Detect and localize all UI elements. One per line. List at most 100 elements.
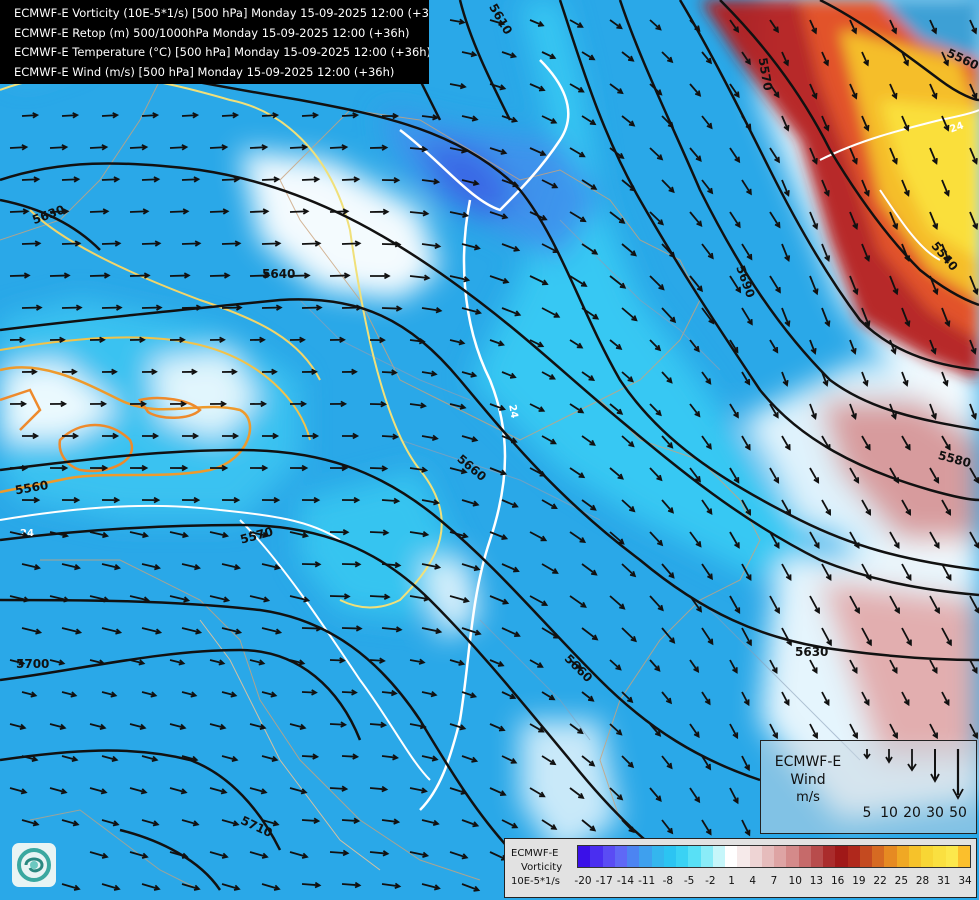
wind-arrow bbox=[969, 723, 978, 740]
wind-arrow bbox=[769, 147, 780, 164]
colorbar-swatch bbox=[700, 846, 713, 867]
wind-arrow bbox=[101, 496, 121, 504]
wind-arrow bbox=[301, 753, 320, 760]
wind-arrow bbox=[889, 19, 898, 35]
wind-arrow bbox=[581, 179, 598, 190]
wind-arrow bbox=[61, 627, 83, 635]
wind-arrow bbox=[769, 83, 780, 99]
wind-arrow bbox=[621, 819, 635, 834]
wind-arrow bbox=[489, 211, 509, 220]
wind-arrow bbox=[729, 211, 741, 229]
wind-arrow bbox=[861, 627, 872, 647]
wind-arrow bbox=[621, 179, 637, 192]
wind-arrow bbox=[261, 563, 281, 571]
wind-arrow bbox=[89, 595, 111, 603]
wind-arrow bbox=[369, 721, 388, 729]
wind-arrow bbox=[341, 240, 362, 247]
wind-arrow bbox=[621, 115, 636, 127]
wind-arrow bbox=[861, 691, 870, 707]
ecmwf-logo bbox=[12, 843, 56, 887]
header-line-temperature: ECMWF-E Temperature (°C) [500 hPa] Monda… bbox=[14, 45, 429, 59]
colorbar-swatch bbox=[712, 846, 725, 867]
wind-arrow bbox=[541, 755, 557, 766]
wind-arrow bbox=[889, 659, 898, 675]
wind-arrow bbox=[701, 371, 712, 385]
wind-arrow bbox=[701, 435, 712, 450]
wind-arrow bbox=[341, 753, 360, 760]
wind-arrow bbox=[769, 211, 781, 229]
wind-arrow bbox=[529, 531, 548, 542]
wind-arrow bbox=[741, 563, 752, 582]
wind-arrow bbox=[501, 51, 518, 59]
colorbar-tick-label: 10 bbox=[788, 875, 802, 887]
wind-arrow bbox=[89, 531, 109, 539]
wind-arrow bbox=[181, 883, 201, 891]
wind-arrow bbox=[741, 499, 752, 516]
colorbar-swatch bbox=[578, 846, 591, 867]
wind-arrow bbox=[541, 179, 559, 189]
wind-arrow bbox=[729, 595, 741, 615]
wind-arrow bbox=[301, 561, 322, 568]
wind-arrow bbox=[369, 593, 391, 600]
wind-arrow bbox=[781, 435, 791, 451]
wind-arrow bbox=[141, 368, 158, 376]
colorbar-swatch bbox=[663, 846, 676, 867]
colorbar-swatch bbox=[945, 846, 958, 867]
wind-arrow bbox=[381, 689, 398, 697]
wind-arrow bbox=[89, 336, 106, 343]
wind-arrow bbox=[101, 755, 119, 762]
wind-arrow bbox=[701, 243, 714, 260]
wind-arrow bbox=[489, 787, 507, 797]
wind-arrow bbox=[421, 883, 441, 891]
vorticity-legend-title-line: ECMWF-E bbox=[511, 848, 559, 859]
wind-arrow bbox=[169, 595, 191, 603]
wind-arrow bbox=[821, 115, 830, 132]
wind-arrow bbox=[781, 371, 789, 387]
wind-arrow bbox=[941, 51, 949, 67]
wind-arrow bbox=[689, 595, 703, 613]
colorbar-swatch bbox=[835, 846, 848, 867]
wind-arrow bbox=[701, 307, 715, 325]
wind-arrow bbox=[689, 723, 700, 739]
vorticity-legend: ECMWF-E Vorticity 10E-5*1/s -20 -17 -14 -11… bbox=[504, 838, 977, 898]
wind-arrow bbox=[529, 19, 545, 27]
wind-arrow bbox=[9, 272, 31, 279]
wind-arrow bbox=[141, 432, 160, 440]
wind-arrow bbox=[581, 819, 597, 832]
wind-arrow bbox=[249, 144, 269, 151]
wind-arrow bbox=[489, 19, 506, 26]
wind-arrow bbox=[221, 240, 242, 247]
wind-arrow bbox=[501, 563, 520, 573]
wind-arrow bbox=[261, 691, 278, 698]
wind-arrow bbox=[141, 112, 160, 119]
wind-arrow bbox=[729, 19, 740, 33]
colorbar-swatch bbox=[896, 846, 909, 867]
wind-arrow bbox=[769, 19, 779, 34]
wind-arrow bbox=[381, 754, 399, 761]
wind-arrow bbox=[809, 531, 820, 550]
wind-arrow bbox=[969, 147, 978, 165]
wind-arrow bbox=[661, 819, 674, 835]
wind-arrow bbox=[261, 755, 279, 762]
wind-arrow bbox=[21, 819, 40, 827]
wind-arrow bbox=[689, 467, 702, 483]
wind-arrow bbox=[221, 368, 238, 376]
wind-arrow bbox=[289, 851, 309, 859]
wind-arrow bbox=[461, 371, 478, 378]
wind-arrow bbox=[129, 400, 148, 408]
wind-arrow bbox=[49, 144, 69, 151]
wind-arrow bbox=[741, 179, 752, 196]
wind-arrow bbox=[409, 530, 430, 538]
wind-arrow bbox=[341, 432, 360, 440]
wind-arrow bbox=[301, 240, 322, 247]
wind-arrow bbox=[409, 402, 427, 409]
wind-arrow bbox=[421, 499, 440, 506]
wind-arrow bbox=[969, 467, 979, 484]
wind-arrow bbox=[169, 336, 186, 343]
wind-arrow bbox=[209, 272, 231, 279]
wind-arrow bbox=[341, 112, 360, 119]
wind-arrow bbox=[301, 368, 318, 376]
wind-arrow bbox=[209, 208, 230, 215]
colorbar-swatch bbox=[823, 846, 836, 867]
wind-arrow bbox=[849, 147, 858, 165]
